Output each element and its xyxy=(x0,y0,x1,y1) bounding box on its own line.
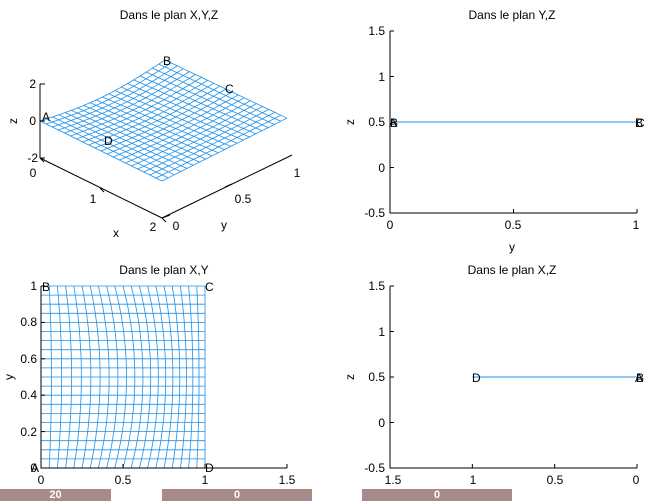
plot-xy-ytick: 0.6 xyxy=(20,352,37,366)
plot-yz-point-label: A xyxy=(389,116,397,130)
plot-xy-xtick: 0 xyxy=(38,473,45,487)
plot-yz-ytick: 0.5 xyxy=(368,115,385,129)
surface-line-v xyxy=(146,71,269,128)
plot-xyz-corner-label: A xyxy=(42,110,50,124)
surface-line-v xyxy=(164,59,288,119)
plot-xyz-ytick: 0.5 xyxy=(235,192,252,206)
plot-xy-xtick: 0.5 xyxy=(115,473,132,487)
plot-xyz-ylabel: y xyxy=(221,218,227,232)
value-control[interactable]: 0 xyxy=(362,489,512,501)
surface-line-v xyxy=(71,109,194,166)
plot-xz-xtick: 1 xyxy=(470,473,477,487)
plot-xz-point-label: B xyxy=(636,371,644,385)
plot-xz-point-label: D xyxy=(472,371,481,385)
surface-line-v xyxy=(121,86,244,141)
plot-xyz-title: Dans le plan X,Y,Z xyxy=(120,8,219,22)
plot-xyz-xtick: 1 xyxy=(90,192,97,206)
surface-line-v xyxy=(102,96,225,150)
plot-xz-xtick: 1.5 xyxy=(385,473,402,487)
surface-line-v xyxy=(52,116,175,176)
surface-line-v xyxy=(114,90,238,144)
plot-yz-ytick: 1 xyxy=(378,70,385,84)
plot-xy-corner-label: C xyxy=(205,280,214,294)
plot-xy: Dans le plan X,Y 0 0.5 1 1.5 0 0.2 0.4 0… xyxy=(2,263,296,487)
surface-line-v xyxy=(83,105,206,160)
plot-xyz-corner-label: D xyxy=(104,134,113,148)
plot-xz-xtick: 0.5 xyxy=(547,473,564,487)
plot-xz-title: Dans le plan X,Z xyxy=(468,263,557,277)
surface-line-u xyxy=(45,62,172,125)
plot-xyz-ztick: 0 xyxy=(29,114,36,128)
plot-xyz-corner-label: C xyxy=(225,82,234,96)
plot-xy-title: Dans le plan X,Y xyxy=(119,263,208,277)
surface-line-v xyxy=(58,114,181,172)
value-control[interactable]: 0 xyxy=(162,489,312,501)
plot-xz-xtick: 0 xyxy=(633,473,640,487)
plot-xz-ytick: 1 xyxy=(378,325,385,339)
plot-xyz: Dans le plan X,Y,Z 2 0 -2 z 0 1 2 x 0 0.… xyxy=(6,8,301,240)
plot-xz-ytick: 0.5 xyxy=(368,370,385,384)
plot-yz-point-label: B xyxy=(390,116,398,130)
plot-xz-ytick: 1.5 xyxy=(368,279,385,293)
plot-yz-xtick: 0.5 xyxy=(505,218,522,232)
plot-xyz-zlabel: z xyxy=(6,118,20,124)
plot-xy-ytick: 0.2 xyxy=(20,425,37,439)
surface-line-v xyxy=(158,63,281,122)
plot-xyz-y-axis xyxy=(161,156,289,219)
plot-yz-ytick: 0 xyxy=(378,161,385,175)
plot-xyz-ztick: -2 xyxy=(27,151,38,165)
plot-xyz-ytick: 0 xyxy=(173,219,180,233)
plot-xyz-ztick: 2 xyxy=(29,77,36,91)
surface-line-v xyxy=(108,93,231,147)
plot-xyz-surface xyxy=(39,59,288,182)
plot-yz-point-label: B xyxy=(635,116,643,130)
plot-xz-ytick: 0 xyxy=(378,416,385,430)
plot-xy-mesh xyxy=(40,285,206,469)
surface-line-v xyxy=(127,83,250,138)
plot-xy-ytick: 0 xyxy=(30,461,37,475)
surface-line-u xyxy=(39,59,166,122)
plot-xz: Dans le plan X,Z 1.5 1 0.5 0 -0.5 0 0.5 … xyxy=(343,263,644,487)
plot-xyz-xtick: 2 xyxy=(150,220,157,234)
plot-yz-ylabel: z xyxy=(343,119,357,125)
surface-line-v xyxy=(96,99,219,154)
plot-xy-ytick: 0.4 xyxy=(20,388,37,402)
plot-xyz-corner-label: B xyxy=(163,54,171,68)
plot-xy-xtick: 1 xyxy=(202,473,209,487)
plot-xyz-x-axis xyxy=(39,157,163,219)
plot-yz-xlabel: y xyxy=(509,240,515,254)
plot-yz: Dans le plan Y,Z 0 0.5 1 -0.5 0 0.5 1 1.… xyxy=(343,8,645,254)
plot-xy-ytick: 1 xyxy=(30,279,37,293)
plot-xy-ylabel: y xyxy=(2,374,16,380)
plot-xy-corner-label: D xyxy=(205,461,214,475)
plot-xy-ytick: 0.8 xyxy=(20,315,37,329)
plot-yz-point-label: C xyxy=(636,116,645,130)
plot-yz-title: Dans le plan Y,Z xyxy=(469,8,556,22)
plot-xy-corner-label: A xyxy=(31,461,39,475)
plot-xz-ylabel: z xyxy=(343,374,357,380)
surface-line-v xyxy=(152,67,275,125)
plot-yz-xtick: 1 xyxy=(633,218,640,232)
plot-xyz-ytick: 1 xyxy=(294,166,301,180)
surface-line-v xyxy=(64,112,188,169)
surface-line-v xyxy=(139,75,263,132)
surface-line-v xyxy=(77,107,200,163)
plot-yz-ytick: 1.5 xyxy=(368,24,385,38)
plot-yz-xtick: 0 xyxy=(387,218,394,232)
surface-line-v xyxy=(133,79,256,135)
surface-line-v xyxy=(39,120,163,182)
plot-yz-ytick: -0.5 xyxy=(364,206,385,220)
surface-line-v xyxy=(46,118,169,179)
grid-size-control[interactable]: 20 xyxy=(0,489,111,501)
plot-xyz-xlabel: x xyxy=(113,226,119,240)
plot-xz-ytick: -0.5 xyxy=(364,461,385,475)
surface-line-v xyxy=(89,102,213,157)
plot-xy-xtick: 1.5 xyxy=(279,473,296,487)
plot-xyz-xtick: 0 xyxy=(30,166,37,180)
plot-xz-point-label: A xyxy=(635,371,643,385)
plot-xy-corner-label: B xyxy=(42,280,50,294)
